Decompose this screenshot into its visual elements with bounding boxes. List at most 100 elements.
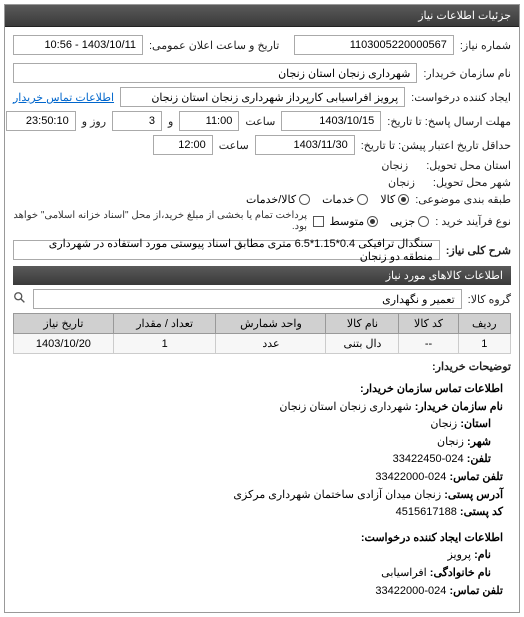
keywords-label: شرح کلی نیاز:	[446, 244, 511, 257]
contact-info-block: اطلاعات تماس سازمان خریدار: نام سازمان خ…	[13, 377, 511, 526]
th-date: تاریخ نیاز	[14, 314, 114, 334]
radio-kala-circle	[398, 194, 409, 205]
goods-group-input[interactable]: تعمیر و نگهداری	[33, 289, 462, 309]
td-row: 1	[458, 334, 510, 354]
radio-kala-khadamat-label: کالا/خدمات	[246, 193, 296, 206]
goods-table: ردیف کد کالا نام کالا واحد شمارش تعداد /…	[13, 313, 511, 354]
r-phone-label: تلفن تماس:	[449, 585, 503, 597]
datetime-label: تاریخ و ساعت اعلان عمومی:	[149, 39, 279, 52]
c-postal-value: 4515617188	[396, 506, 457, 518]
response-deadline-label: مهلت ارسال پاسخ: تا تاریخ:	[387, 115, 511, 128]
c-phone-label: تلفن:	[467, 453, 491, 465]
radio-kala-label: کالا	[380, 193, 395, 206]
th-qty: تعداد / مقدار	[113, 314, 216, 334]
time-label-1: ساعت	[245, 115, 275, 128]
c-address-label: آدرس پستی:	[444, 489, 503, 501]
row-keywords: شرح کلی نیاز: سنگدال ترافیکی 0.4*1.15*6.…	[13, 240, 511, 260]
time-label-2: ساعت	[219, 139, 249, 152]
td-name: دال بتنی	[326, 334, 399, 354]
th-unit: واحد شمارش	[216, 314, 326, 334]
row-validity: حداقل تاریخ اعتبار پیشن: تا تاریخ: 1403/…	[13, 135, 511, 155]
c-fax-label: تلفن تماس:	[449, 471, 503, 483]
r-name-label: نام:	[474, 549, 491, 561]
validity-label: حداقل تاریخ اعتبار پیشن: تا تاریخ:	[361, 139, 511, 152]
row-number-datetime: شماره نیاز: 1103005220000567 تاریخ و ساع…	[13, 35, 511, 59]
response-date-input[interactable]: 1403/10/15	[281, 111, 381, 131]
c-fax-value: 024-33422000	[375, 471, 446, 483]
row-city: شهر محل تحویل: زنجان	[13, 176, 511, 189]
number-group: شماره نیاز: 1103005220000567	[294, 35, 511, 55]
day-label: روز و	[82, 115, 106, 128]
datetime-group: تاریخ و ساعت اعلان عمومی: 1403/10/11 - 1…	[13, 35, 279, 55]
search-icon[interactable]	[13, 291, 27, 308]
category-radio-group: کالا خدمات کالا/خدمات	[246, 193, 409, 206]
r-name-value: پرویز	[447, 549, 471, 561]
row-goods-group: گروه کالا: تعمیر و نگهداری	[13, 289, 511, 309]
td-qty: 1	[113, 334, 216, 354]
c-city-value: زنجان	[437, 436, 464, 448]
datetime-input[interactable]: 1403/10/11 - 10:56	[13, 35, 143, 55]
org-value: شهرداری زنجان استان زنجان	[279, 401, 411, 413]
row-requester: ایجاد کننده درخواست: پرویز افراسیابی کار…	[13, 87, 511, 107]
radio-jozi[interactable]: جزیی	[390, 215, 429, 228]
purchase-type-label: نوع فرآیند خرید :	[435, 215, 511, 228]
buyer-notes-label: توضیحات خریدار:	[432, 360, 511, 373]
table-row[interactable]: 1 -- دال بتنی عدد 1 1403/10/20	[14, 334, 511, 354]
validity-date-input[interactable]: 1403/11/30	[255, 135, 355, 155]
th-name: نام کالا	[326, 314, 399, 334]
row-purchase-type: نوع فرآیند خرید : جزیی متوسط پرداخت تمام…	[13, 210, 511, 232]
radio-khadamat-circle	[357, 194, 368, 205]
goods-section-title: اطلاعات کالاهای مورد نیاز	[13, 266, 511, 285]
details-panel: جزئیات اطلاعات نیاز شماره نیاز: 11030052…	[4, 4, 520, 613]
c-postal-label: کد پستی:	[460, 506, 503, 518]
td-code: --	[399, 334, 458, 354]
remaining-time-input[interactable]: 23:50:10	[6, 111, 76, 131]
keywords-input[interactable]: سنگدال ترافیکی 0.4*1.15*6.5 متری مطابق ا…	[13, 240, 440, 260]
c-city-label: شهر:	[467, 436, 491, 448]
td-unit: عدد	[216, 334, 326, 354]
buyer-label: نام سازمان خریدار:	[423, 67, 511, 80]
contact-section-title: اطلاعات تماس سازمان خریدار:	[360, 383, 503, 395]
row-category: طبقه بندی موضوعی: کالا خدمات کالا/خدمات	[13, 193, 511, 206]
radio-khadamat[interactable]: خدمات	[322, 193, 368, 206]
row-buyer-notes: توضیحات خریدار:	[13, 360, 511, 373]
r-lastname-label: نام خانوادگی:	[430, 567, 491, 579]
days-input[interactable]: 3	[112, 111, 162, 131]
city-value: زنجان	[388, 176, 415, 189]
panel-body: شماره نیاز: 1103005220000567 تاریخ و ساع…	[5, 27, 519, 612]
radio-kala[interactable]: کالا	[380, 193, 409, 206]
radio-jozi-circle	[418, 216, 429, 227]
th-row: ردیف	[458, 314, 510, 334]
td-date: 1403/10/20	[14, 334, 114, 354]
requester-label: ایجاد کننده درخواست:	[411, 91, 511, 104]
province-label: استان محل تحویل:	[426, 159, 511, 172]
th-code: کد کالا	[399, 314, 458, 334]
panel-title: جزئیات اطلاعات نیاز	[5, 5, 519, 27]
purchase-note: پرداخت تمام یا بخشی از مبلغ خرید،از محل …	[13, 210, 307, 232]
radio-khadamat-label: خدمات	[322, 193, 354, 206]
contact-link[interactable]: اطلاعات تماس خریدار	[13, 91, 114, 104]
requester-info-block: اطلاعات ایجاد کننده درخواست: نام: پرویز …	[13, 526, 511, 604]
radio-kala-khadamat[interactable]: کالا/خدمات	[246, 193, 310, 206]
category-label: طبقه بندی موضوعی:	[415, 193, 511, 206]
radio-motevaset-label: متوسط	[330, 215, 365, 228]
response-time-input[interactable]: 11:00	[179, 111, 239, 131]
treasury-checkbox[interactable]	[313, 216, 324, 227]
purchase-radio-group: جزیی متوسط	[330, 215, 430, 228]
radio-kala-khadamat-circle	[299, 194, 310, 205]
row-province: استان محل تحویل: زنجان	[13, 159, 511, 172]
number-label: شماره نیاز:	[460, 39, 511, 52]
radio-motevaset[interactable]: متوسط	[330, 215, 379, 228]
validity-time-input[interactable]: 12:00	[153, 135, 213, 155]
row-buyer: نام سازمان خریدار: شهرداری زنجان استان ز…	[13, 63, 511, 83]
buyer-input[interactable]: شهرداری زنجان استان زنجان	[13, 63, 417, 83]
r-lastname-value: افراسیابی	[381, 567, 427, 579]
c-province-label: استان:	[460, 418, 491, 430]
c-province-value: زنجان	[430, 418, 457, 430]
requester-input[interactable]: پرویز افراسیابی کارپرداز شهرداری زنجان ا…	[120, 87, 405, 107]
table-header-row: ردیف کد کالا نام کالا واحد شمارش تعداد /…	[14, 314, 511, 334]
number-input[interactable]: 1103005220000567	[294, 35, 454, 55]
row-response-deadline: مهلت ارسال پاسخ: تا تاریخ: 1403/10/15 سا…	[13, 111, 511, 131]
city-label: شهر محل تحویل:	[433, 176, 511, 189]
province-value: زنجان	[381, 159, 408, 172]
